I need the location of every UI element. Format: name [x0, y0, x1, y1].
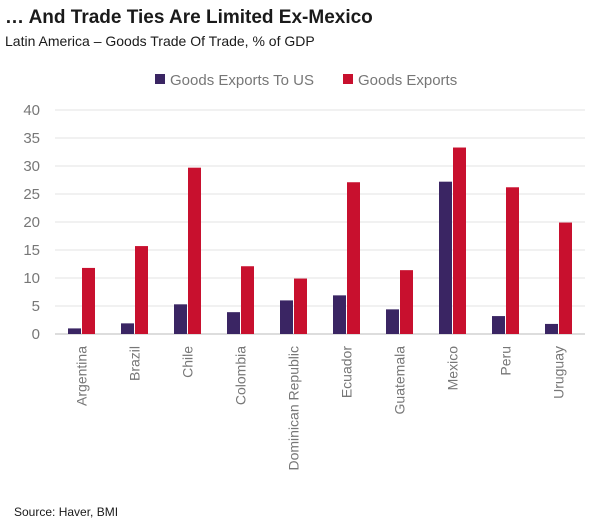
- bar-goods-exports-colombia: [241, 266, 254, 334]
- gridlines: [55, 109, 585, 335]
- x-category-label: Mexico: [445, 346, 461, 391]
- x-category-label: Ecuador: [339, 346, 355, 398]
- y-tick-label: 0: [32, 326, 40, 343]
- chart-subtitle: Latin America – Goods Trade Of Trade, % …: [5, 33, 315, 49]
- x-category-label: Brazil: [127, 346, 143, 381]
- y-tick-label: 30: [23, 158, 40, 175]
- y-tick-label: 25: [23, 186, 40, 203]
- x-category-label: Guatemala: [392, 346, 408, 415]
- y-tick-label: 10: [23, 270, 40, 287]
- bar-goods-exports-uruguay: [559, 222, 572, 334]
- bar-exports-to-us-guatemala: [386, 309, 399, 334]
- y-tick-label: 20: [23, 214, 40, 231]
- legend-swatch-exports-to-us: [155, 74, 165, 84]
- bar-exports-to-us-ecuador: [333, 295, 346, 334]
- bar-goods-exports-brazil: [135, 246, 148, 334]
- bar-goods-exports-mexico: [453, 147, 466, 334]
- bar-goods-exports-chile: [188, 167, 201, 334]
- bar-exports-to-us-brazil: [121, 323, 134, 334]
- bar-goods-exports-argentina: [82, 267, 95, 334]
- x-axis-labels: Argentina Brazil Chile Colombia Dominican Re…: [74, 346, 567, 471]
- chart-title: … And Trade Ties Are Limited Ex-Mexico: [5, 7, 373, 28]
- bar-goods-exports-guatemala: [400, 270, 413, 334]
- bar-goods-exports-dominican-republic: [294, 278, 307, 334]
- y-axis-ticks: 0 5 10 15 20 25 30 35 40: [23, 102, 40, 343]
- bar-exports-to-us-uruguay: [545, 323, 558, 334]
- y-tick-label: 40: [23, 102, 40, 119]
- bar-exports-to-us-dominican-republic: [280, 300, 293, 334]
- y-tick-label: 15: [23, 242, 40, 259]
- bars: [68, 147, 572, 334]
- legend-label-goods-exports: Goods Exports: [358, 72, 457, 89]
- bar-exports-to-us-peru: [492, 316, 505, 334]
- bar-goods-exports-peru: [506, 187, 519, 334]
- x-category-label: Chile: [180, 346, 196, 378]
- x-category-label: Argentina: [74, 346, 90, 406]
- bar-goods-exports-ecuador: [347, 182, 360, 334]
- legend-label-exports-to-us: Goods Exports To US: [170, 72, 314, 89]
- legend-swatch-goods-exports: [343, 74, 353, 84]
- x-category-label: Peru: [498, 346, 514, 376]
- bar-exports-to-us-chile: [174, 304, 187, 334]
- source-note: Source: Haver, BMI: [14, 505, 119, 519]
- bar-exports-to-us-colombia: [227, 312, 240, 334]
- x-category-label: Uruguay: [551, 346, 567, 399]
- x-category-label: Dominican Republic: [286, 346, 302, 471]
- bar-exports-to-us-mexico: [439, 181, 452, 334]
- x-category-label: Colombia: [233, 346, 249, 405]
- y-tick-label: 5: [32, 298, 40, 315]
- bar-exports-to-us-argentina: [68, 328, 81, 334]
- y-tick-label: 35: [23, 130, 40, 147]
- legend: Goods Exports To US Goods Exports: [155, 72, 457, 89]
